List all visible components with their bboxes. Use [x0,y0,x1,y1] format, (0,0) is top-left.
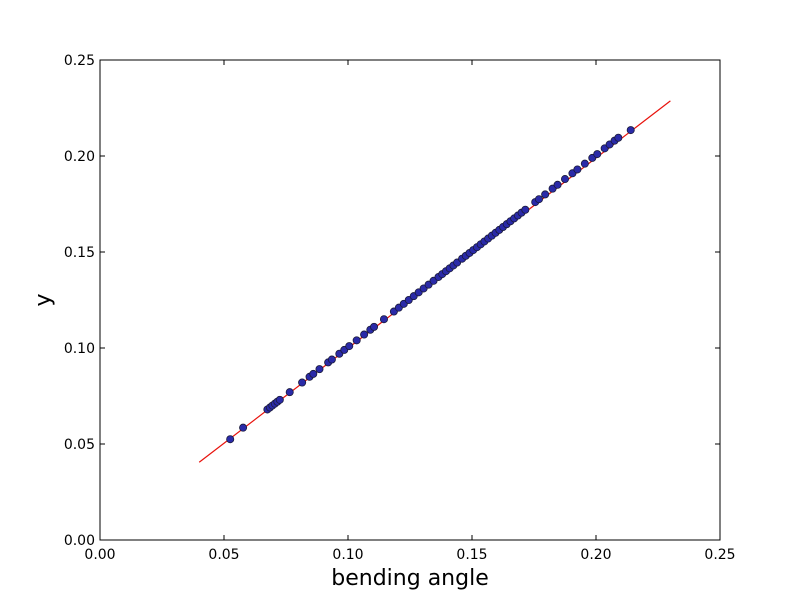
plot-area [198,100,671,463]
data-point [593,150,602,159]
data-point [379,315,388,324]
y-tick-label: 0.00 [64,533,95,549]
data-point [614,133,623,142]
data-point [534,195,543,204]
tick-labels: 0.00 0.05 0.10 0.15 0.20 0.25 0.00 0.05 0.10 0.15… [64,53,736,563]
data-point [298,378,307,387]
y-axis-label: y [31,293,56,306]
axes-frame [99,59,721,541]
y-tick-label: 0.05 [64,437,95,453]
data-point [626,126,635,135]
x-tick-label: 0.10 [332,547,363,563]
data-point [352,336,361,345]
x-tick-label: 0.15 [456,547,487,563]
data-point [275,395,284,404]
data-point [309,369,318,378]
data-point [285,388,294,397]
data-point [315,365,324,374]
data-point [360,330,369,339]
data-point [580,159,589,168]
x-tick-label: 0.20 [580,547,611,563]
x-tick-label: 0.00 [84,547,115,563]
data-point [521,205,530,214]
data-point [327,355,336,364]
y-tick-label: 0.15 [64,245,95,261]
x-tick-label: 0.25 [704,547,735,563]
y-tick-label: 0.10 [64,341,95,357]
data-point [239,423,248,432]
data-point [573,165,582,174]
x-axis-label: bending angle [331,566,488,591]
data-point [561,175,570,184]
y-tick-label: 0.25 [64,53,95,69]
data-point [370,322,379,331]
data-point [226,435,235,444]
data-point [345,342,354,351]
y-tick-label: 0.20 [64,149,95,165]
x-tick-label: 0.05 [208,547,239,563]
data-point [541,190,550,199]
data-point [553,180,562,189]
